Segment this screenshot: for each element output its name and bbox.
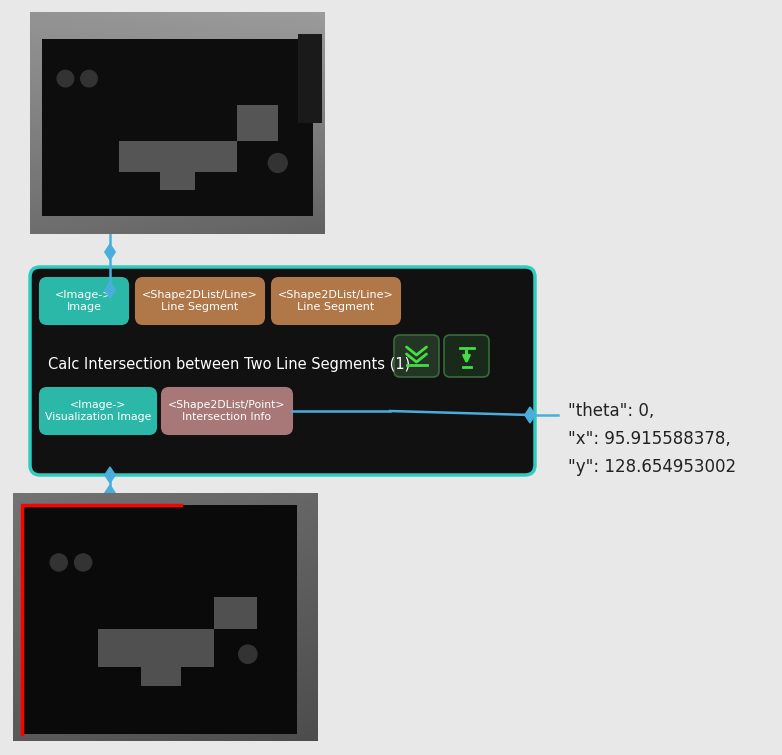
Polygon shape: [66, 52, 289, 201]
FancyBboxPatch shape: [40, 278, 128, 324]
FancyBboxPatch shape: [444, 335, 489, 377]
Circle shape: [268, 153, 287, 172]
Polygon shape: [105, 282, 115, 298]
Circle shape: [74, 554, 91, 571]
Polygon shape: [41, 140, 314, 216]
Polygon shape: [41, 39, 314, 140]
Circle shape: [81, 70, 97, 87]
Polygon shape: [105, 244, 115, 260]
Circle shape: [239, 645, 257, 664]
Polygon shape: [22, 630, 296, 734]
FancyBboxPatch shape: [162, 388, 292, 434]
Polygon shape: [105, 467, 115, 483]
FancyBboxPatch shape: [30, 267, 535, 475]
Polygon shape: [44, 518, 272, 716]
Circle shape: [50, 554, 67, 571]
FancyBboxPatch shape: [272, 278, 400, 324]
Text: <Shape2DList/Line>
Line Segment: <Shape2DList/Line> Line Segment: [278, 290, 394, 312]
Polygon shape: [299, 34, 322, 123]
FancyBboxPatch shape: [136, 278, 264, 324]
Polygon shape: [105, 485, 115, 501]
Text: <Shape2DList/Line>
Line Segment: <Shape2DList/Line> Line Segment: [142, 290, 258, 312]
Polygon shape: [22, 505, 296, 630]
Text: <Image->
Image: <Image-> Image: [56, 290, 113, 312]
Polygon shape: [525, 407, 535, 423]
Text: "theta": 0,
"x": 95.915588378,
"y": 128.654953002: "theta": 0, "x": 95.915588378, "y": 128.…: [568, 402, 736, 476]
Text: <Image->
Visualization Image: <Image-> Visualization Image: [45, 400, 151, 422]
Circle shape: [57, 70, 74, 87]
FancyBboxPatch shape: [394, 335, 439, 377]
FancyBboxPatch shape: [40, 388, 156, 434]
Text: <Shape2DList/Point>
Intersection Info: <Shape2DList/Point> Intersection Info: [168, 400, 285, 422]
Text: Calc Intersection between Two Line Segments (1): Calc Intersection between Two Line Segme…: [48, 356, 411, 371]
